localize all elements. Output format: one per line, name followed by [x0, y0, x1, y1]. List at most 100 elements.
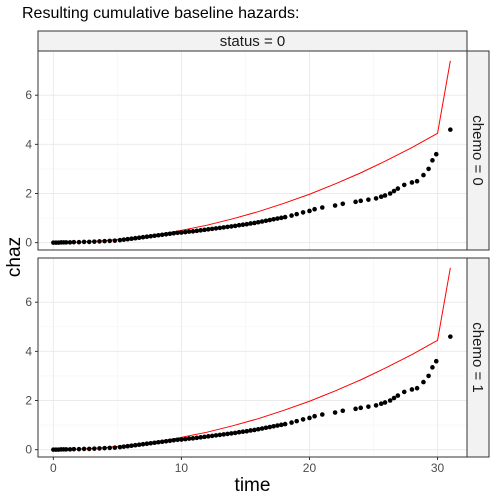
data-point: [117, 444, 123, 450]
data-point: [140, 234, 146, 240]
data-point: [179, 230, 184, 235]
data-point: [248, 428, 253, 433]
data-point: [332, 203, 338, 208]
data-point: [319, 412, 325, 417]
data-point: [279, 422, 284, 428]
data-point: [294, 211, 299, 217]
data-point: [366, 404, 371, 409]
data-point: [252, 220, 257, 226]
data-point: [198, 435, 203, 440]
data-point: [271, 423, 276, 429]
data-point: [300, 417, 306, 422]
data-point: [240, 429, 246, 435]
data-point: [206, 227, 211, 232]
data-point: [152, 440, 157, 446]
data-point: [312, 206, 317, 212]
data-point: [340, 201, 346, 207]
data-point: [156, 439, 161, 445]
data-point: [190, 436, 196, 441]
data-point: [186, 436, 192, 441]
data-point: [275, 216, 280, 221]
data-point: [102, 445, 107, 451]
data-point: [414, 178, 420, 184]
data-point: [263, 218, 269, 224]
data-point: [107, 445, 113, 451]
data-point: [319, 205, 325, 210]
data-point: [217, 225, 223, 231]
data-point: [63, 447, 69, 452]
hazard-line: [53, 267, 451, 451]
data-point: [148, 440, 153, 446]
data-point: [179, 437, 184, 442]
data-point: [340, 408, 346, 414]
data-point: [117, 237, 123, 243]
data-point: [387, 398, 393, 403]
row-strip-border: [466, 257, 490, 458]
data-point: [358, 198, 364, 204]
data-point: [136, 235, 142, 241]
data-point: [244, 221, 250, 227]
data-point: [263, 425, 269, 431]
data-point: [275, 423, 280, 428]
data-point: [387, 191, 393, 196]
data-point: [373, 196, 379, 201]
data-point: [182, 436, 188, 442]
data-point: [148, 233, 153, 239]
data-point: [163, 231, 169, 237]
data-point: [421, 379, 426, 385]
data-point: [409, 387, 415, 392]
data-point: [156, 232, 161, 238]
data-point: [255, 426, 261, 432]
hazard-line: [53, 60, 451, 244]
data-point: [225, 431, 230, 437]
data-point: [102, 238, 107, 244]
y-tick-label: 2: [25, 186, 32, 200]
data-point: [373, 403, 379, 408]
data-point: [107, 238, 113, 244]
data-point: [382, 193, 388, 198]
data-point: [248, 221, 253, 226]
panel-border: [37, 257, 468, 458]
data-point: [92, 446, 97, 451]
data-point: [167, 231, 173, 237]
data-point: [426, 166, 431, 172]
data-point: [236, 222, 242, 228]
data-point: [209, 433, 215, 439]
y-tick-label: 6: [25, 88, 32, 102]
data-point: [232, 430, 238, 436]
data-point: [236, 429, 242, 435]
data-point: [144, 234, 150, 240]
data-point: [240, 222, 246, 227]
data-point: [395, 186, 401, 191]
data-point: [267, 217, 273, 223]
data-point: [421, 172, 426, 178]
panel-border: [37, 50, 468, 251]
data-point: [282, 421, 288, 427]
y-axis-title: chaz: [4, 237, 25, 277]
data-point: [332, 410, 338, 415]
x-tick-label: 20: [303, 461, 317, 475]
data-point: [133, 235, 138, 241]
data-point: [198, 228, 203, 233]
data-point: [133, 442, 138, 448]
data-point: [433, 358, 439, 364]
data-point: [430, 158, 435, 163]
data-point: [76, 446, 82, 452]
data-point: [67, 447, 73, 452]
data-point: [112, 445, 118, 450]
data-point: [353, 406, 358, 412]
data-point: [252, 427, 257, 433]
data-point: [232, 223, 238, 229]
data-point: [279, 215, 284, 221]
data-point: [401, 389, 407, 395]
data-point: [282, 214, 288, 220]
y-tick-label: 2: [25, 393, 32, 407]
data-point: [186, 229, 192, 234]
data-point: [125, 236, 130, 242]
data-point: [433, 151, 439, 157]
data-point: [206, 434, 211, 439]
data-point: [358, 405, 364, 411]
data-point: [225, 224, 230, 230]
data-point: [121, 237, 127, 242]
